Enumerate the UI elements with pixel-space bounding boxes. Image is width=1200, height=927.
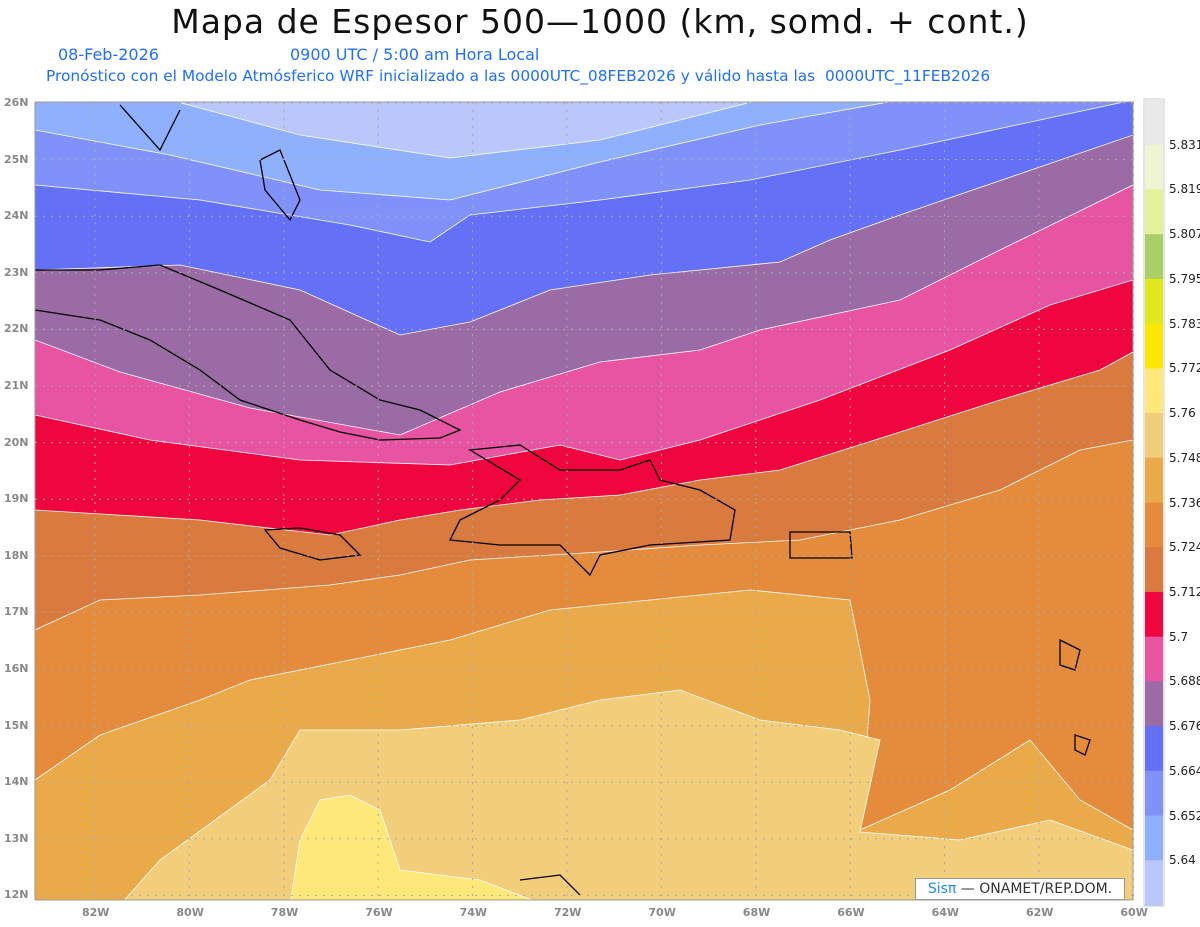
colorbar-label: 5.676 — [1169, 719, 1200, 734]
colorbar-label: 5.736 — [1169, 495, 1200, 510]
contour-band — [290, 794, 534, 900]
lat-label: 13N — [4, 831, 29, 845]
lon-label: 72W — [554, 906, 582, 919]
lon-label: 82W — [82, 906, 110, 919]
colorbar-swatch — [1145, 547, 1163, 593]
colorbar-swatch — [1145, 860, 1163, 906]
coastline — [519, 874, 581, 896]
colorbar-frame — [1143, 98, 1165, 907]
colorbar-label: 5.819 — [1169, 182, 1200, 197]
coastline — [259, 149, 301, 222]
colorbar-swatch — [1145, 413, 1163, 459]
lon-label: 70W — [648, 906, 676, 919]
lon-label: 66W — [837, 906, 865, 919]
credit-org: — ONAMET/REP.DOM. — [956, 881, 1113, 897]
colorbar-swatch — [1145, 189, 1163, 235]
lon-label: 68W — [742, 906, 771, 919]
coastlines — [35, 104, 1091, 896]
lat-label: 24N — [4, 209, 29, 223]
contour-bands — [35, 102, 1133, 900]
lat-label: 16N — [4, 662, 29, 675]
colorbar-swatch — [1145, 726, 1163, 772]
colorbar-swatch — [1145, 144, 1163, 190]
model-description: Pronóstico con el Modelo Atmósferico WRF… — [46, 67, 991, 85]
map-frame — [34, 101, 1134, 901]
lat-label: 21N — [4, 379, 29, 392]
lon-label: 62W — [1026, 906, 1054, 919]
lat-label: 25N — [4, 152, 29, 166]
coastline — [263, 527, 362, 561]
colorbar-swatch — [1145, 368, 1163, 414]
colorbar-label: 5.64 — [1169, 853, 1196, 868]
lat-label: 26N — [4, 96, 29, 109]
lat-label: 19N — [4, 492, 29, 506]
coastline — [1074, 734, 1091, 756]
colorbar-swatch — [1145, 815, 1163, 861]
colorbar-swatch — [1145, 100, 1163, 146]
forecast-date: 08-Feb-2026 — [58, 45, 159, 64]
lat-label: 17N — [4, 605, 29, 619]
colorbar-label: 5.664 — [1169, 763, 1200, 778]
forecast-time: 0900 UTC / 5:00 am Hora Local — [290, 45, 540, 64]
credit-brand: Sisπ — [927, 881, 957, 897]
lon-label: 76W — [365, 906, 393, 919]
lat-label: 12N — [4, 888, 29, 902]
lon-label: 60W — [1120, 906, 1148, 919]
coastline — [448, 444, 736, 577]
colorbar-swatch — [1145, 636, 1163, 682]
colorbar-swatch — [1145, 770, 1163, 817]
colorbar-label: 5.783 — [1169, 316, 1200, 331]
colorbar-label: 5.724 — [1169, 540, 1200, 555]
map-title: Mapa de Espesor 500—1000 (km, somd. + co… — [171, 2, 1029, 41]
lat-label: 18N — [4, 548, 29, 562]
coastline — [119, 104, 181, 152]
lon-label: 80W — [176, 906, 204, 919]
colorbar-swatch — [1145, 502, 1163, 548]
colorbar-swatch — [1145, 457, 1163, 503]
lat-label: 22N — [4, 322, 29, 336]
colorbar-swatch — [1145, 234, 1163, 280]
colorbar-label: 5.831 — [1169, 137, 1200, 152]
colorbar — [1143, 98, 1165, 907]
colorbar-label: 5.76 — [1169, 406, 1196, 421]
colorbar-label: 5.652 — [1169, 808, 1200, 823]
lon-label: 78W — [270, 906, 299, 919]
colorbar-label: 5.7 — [1169, 629, 1189, 644]
lat-label: 23N — [4, 265, 29, 279]
lat-label: 20N — [4, 435, 29, 449]
coastline — [35, 264, 462, 441]
coastline — [1059, 638, 1081, 671]
colorbar-swatch — [1145, 681, 1163, 727]
colorbar-swatch — [1145, 278, 1163, 325]
colorbar-swatch — [1145, 323, 1163, 369]
colorbar-label: 5.712 — [1169, 584, 1200, 599]
colorbar-swatch — [1145, 591, 1163, 638]
lon-label: 64W — [931, 906, 960, 919]
coastline — [789, 531, 853, 559]
lat-label: 15N — [4, 718, 29, 732]
lon-label: 74W — [459, 906, 488, 919]
colorbar-label: 5.688 — [1169, 674, 1200, 689]
colorbar-label: 5.772 — [1169, 361, 1200, 376]
colorbar-label: 5.795 — [1169, 271, 1200, 286]
colorbar-label: 5.807 — [1169, 227, 1200, 242]
credit-box: Sisπ — ONAMET/REP.DOM. — [915, 878, 1125, 900]
lat-label: 14N — [4, 775, 29, 789]
colorbar-label: 5.748 — [1169, 450, 1200, 465]
